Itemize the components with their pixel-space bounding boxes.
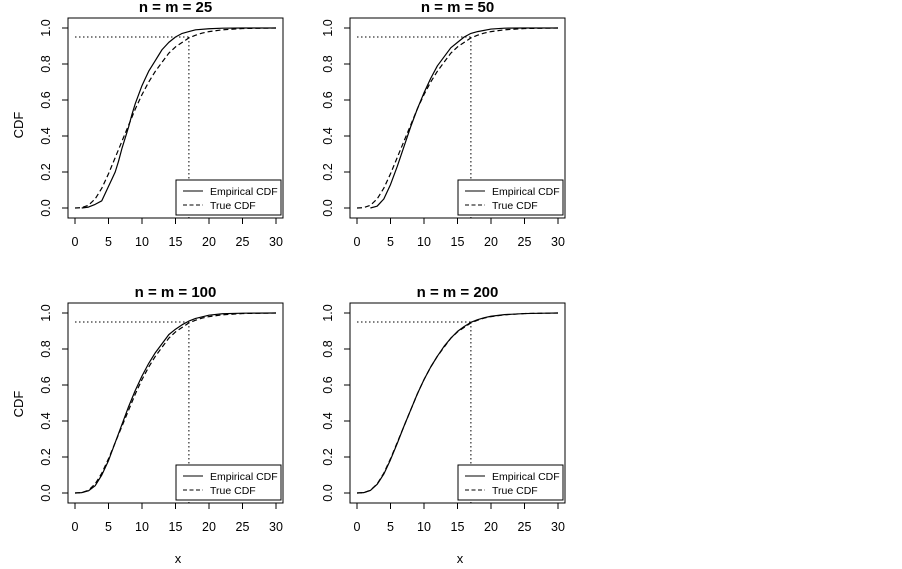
y-tick-label: 0.0 xyxy=(39,484,53,501)
x-tick-label: 30 xyxy=(269,520,283,534)
empirical-cdf-line xyxy=(370,27,558,209)
true-cdf-line xyxy=(356,27,559,209)
x-tick-label: 10 xyxy=(135,235,149,249)
x-tick-label: 15 xyxy=(451,520,465,534)
x-tick-label: 20 xyxy=(484,520,498,534)
y-tick-label: 1.0 xyxy=(321,19,335,36)
chart-panel-3: n = m = 100 0 5 10 15 20 25 30 0.0 0.2 0.4 0.6 0.8 1.… xyxy=(39,284,284,534)
y-tick-label: 0.2 xyxy=(39,448,53,465)
x-tick-label: 10 xyxy=(417,520,431,534)
y-tick-label: 0.4 xyxy=(321,127,335,144)
x-tick-label: 15 xyxy=(451,235,465,249)
x-tick-label: 15 xyxy=(169,235,183,249)
y-tick-label: 0.0 xyxy=(39,199,53,216)
x-tick-label: 5 xyxy=(105,235,112,249)
xlabel-left: x xyxy=(175,551,182,566)
chart-panel-4: n = m = 200 0 5 10 15 20 25 30 0.0 0.2 0.4 0.6 0.8 1.… xyxy=(321,284,566,534)
legend-label: Empirical CDF xyxy=(492,471,560,483)
legend-label: True CDF xyxy=(492,200,538,212)
x-tick-label: 30 xyxy=(551,235,565,249)
legend-box xyxy=(175,179,282,216)
y-tick-label: 1.0 xyxy=(39,304,53,321)
y-tick-label: 0.8 xyxy=(321,340,335,357)
x-tick-label: 15 xyxy=(169,520,183,534)
x-tick-label: 0 xyxy=(354,520,361,534)
x-tick-label: 10 xyxy=(135,520,149,534)
y-tick-label: 0.4 xyxy=(39,412,53,429)
chart-panel-1: n = m = 25 0 5 10 15 20 25 30 0.0 0.2 0.4 0.6 0.8 1.0… xyxy=(39,0,284,249)
y-tick-label: 0.8 xyxy=(321,55,335,72)
legend-label: Empirical CDF xyxy=(210,471,278,483)
legend-label: Empirical CDF xyxy=(492,186,560,198)
x-tick-label: 10 xyxy=(417,235,431,249)
x-tick-label: 5 xyxy=(387,520,394,534)
x-tick-label: 0 xyxy=(72,235,79,249)
legend-box xyxy=(457,179,564,216)
x-tick-label: 30 xyxy=(551,520,565,534)
y-tick-label: 0.2 xyxy=(321,163,335,180)
x-tick-label: 20 xyxy=(202,235,216,249)
legend: Empirical CDF True CDF xyxy=(175,179,282,216)
panel-title: n = m = 25 xyxy=(139,0,212,16)
x-axis: 0 5 10 15 20 25 30 xyxy=(72,218,283,249)
true-cdf-line xyxy=(356,312,559,494)
panel-title: n = m = 200 xyxy=(417,284,499,301)
x-tick-label: 25 xyxy=(236,520,250,534)
y-axis: 0.0 0.2 0.4 0.6 0.8 1.0 xyxy=(321,304,350,502)
ylabel-bottom: CDF xyxy=(11,391,26,418)
y-tick-label: 0.8 xyxy=(39,55,53,72)
y-tick-label: 0.4 xyxy=(321,412,335,429)
y-tick-label: 0.8 xyxy=(39,340,53,357)
panels: n = m = 25 0 5 10 15 20 25 30 0.0 0.2 0.4 0.6 0.8 1.0… xyxy=(39,0,566,534)
y-tick-label: 0.0 xyxy=(321,199,335,216)
x-tick-label: 20 xyxy=(484,235,498,249)
y-tick-label: 1.0 xyxy=(321,304,335,321)
x-axis: 0 5 10 15 20 25 30 xyxy=(72,503,283,534)
x-tick-label: 25 xyxy=(518,520,532,534)
true-cdf-line xyxy=(74,312,277,494)
empirical-cdf-line xyxy=(81,27,276,209)
y-tick-label: 0.6 xyxy=(39,376,53,393)
ylabel-top: CDF xyxy=(11,112,26,139)
y-tick-label: 0.2 xyxy=(39,163,53,180)
x-tick-label: 5 xyxy=(387,235,394,249)
x-axis: 0 5 10 15 20 25 30 xyxy=(354,503,565,534)
x-tick-label: 0 xyxy=(72,520,79,534)
y-tick-label: 0.6 xyxy=(321,376,335,393)
legend-box xyxy=(175,464,282,501)
y-tick-label: 0.6 xyxy=(39,91,53,108)
empirical-cdf-line xyxy=(74,312,277,494)
legend: Empirical CDF True CDF xyxy=(175,464,282,501)
legend-label: True CDF xyxy=(492,485,538,497)
y-tick-label: 1.0 xyxy=(39,19,53,36)
x-tick-label: 30 xyxy=(269,235,283,249)
legend-label: Empirical CDF xyxy=(210,186,278,198)
y-tick-label: 0.0 xyxy=(321,484,335,501)
panel-title: n = m = 100 xyxy=(135,284,217,301)
true-cdf-line xyxy=(74,27,277,209)
y-axis: 0.0 0.2 0.4 0.6 0.8 1.0 xyxy=(39,304,68,502)
y-axis: 0.0 0.2 0.4 0.6 0.8 1.0 xyxy=(321,19,350,217)
chart-panel-2: n = m = 50 0 5 10 15 20 25 30 0.0 0.2 0.4 0.6 0.8 1.0… xyxy=(321,0,566,249)
panel-title: n = m = 50 xyxy=(421,0,494,16)
x-tick-label: 20 xyxy=(202,520,216,534)
x-tick-label: 25 xyxy=(518,235,532,249)
legend-label: True CDF xyxy=(210,485,256,497)
y-tick-label: 0.4 xyxy=(39,127,53,144)
y-tick-label: 0.2 xyxy=(321,448,335,465)
legend: Empirical CDF True CDF xyxy=(457,464,564,501)
legend-box xyxy=(457,464,564,501)
legend-label: True CDF xyxy=(210,200,256,212)
y-axis: 0.0 0.2 0.4 0.6 0.8 1.0 xyxy=(39,19,68,217)
x-axis: 0 5 10 15 20 25 30 xyxy=(354,218,565,249)
x-tick-label: 0 xyxy=(354,235,361,249)
y-tick-label: 0.6 xyxy=(321,91,335,108)
legend: Empirical CDF True CDF xyxy=(457,179,564,216)
x-tick-label: 25 xyxy=(236,235,250,249)
xlabel-right: x xyxy=(457,551,464,566)
x-tick-label: 5 xyxy=(105,520,112,534)
